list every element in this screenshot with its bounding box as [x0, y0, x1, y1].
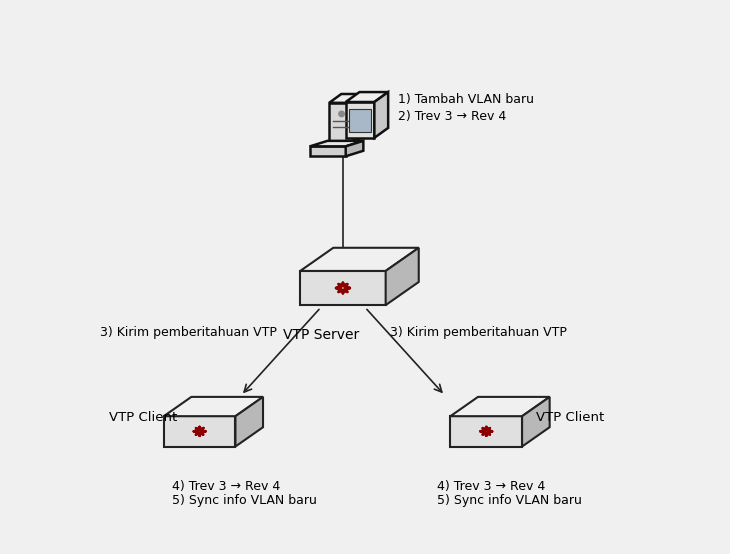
Polygon shape: [522, 397, 550, 447]
Polygon shape: [450, 416, 522, 447]
Polygon shape: [310, 146, 346, 156]
Text: 2) Trev 3 → Rev 4: 2) Trev 3 → Rev 4: [398, 110, 507, 122]
Text: 4) Trev 3 → Rev 4: 4) Trev 3 → Rev 4: [437, 480, 545, 493]
Polygon shape: [300, 271, 385, 305]
Polygon shape: [346, 102, 374, 138]
Text: VTP Client: VTP Client: [109, 411, 177, 424]
Polygon shape: [236, 397, 263, 447]
Polygon shape: [329, 94, 366, 103]
Circle shape: [339, 111, 345, 117]
Polygon shape: [164, 416, 236, 447]
Text: VTP Client: VTP Client: [536, 411, 604, 424]
Text: 1) Tambah VLAN baru: 1) Tambah VLAN baru: [398, 93, 534, 106]
Text: 4) Trev 3 → Rev 4: 4) Trev 3 → Rev 4: [172, 480, 280, 493]
Polygon shape: [349, 109, 371, 132]
Text: 3) Kirim pemberitahuan VTP: 3) Kirim pemberitahuan VTP: [390, 326, 566, 338]
Polygon shape: [310, 141, 364, 146]
Polygon shape: [300, 248, 419, 271]
Polygon shape: [450, 397, 550, 416]
Text: 5) Sync info VLAN baru: 5) Sync info VLAN baru: [437, 494, 582, 507]
Polygon shape: [329, 103, 354, 142]
Polygon shape: [385, 248, 419, 305]
Polygon shape: [164, 397, 263, 416]
Polygon shape: [354, 94, 366, 142]
Polygon shape: [346, 92, 388, 102]
Polygon shape: [346, 141, 364, 156]
Text: 3) Kirim pemberitahuan VTP: 3) Kirim pemberitahuan VTP: [101, 326, 277, 338]
Text: 5) Sync info VLAN baru: 5) Sync info VLAN baru: [172, 494, 317, 507]
Polygon shape: [374, 92, 388, 138]
Text: VTP Server: VTP Server: [283, 328, 359, 342]
